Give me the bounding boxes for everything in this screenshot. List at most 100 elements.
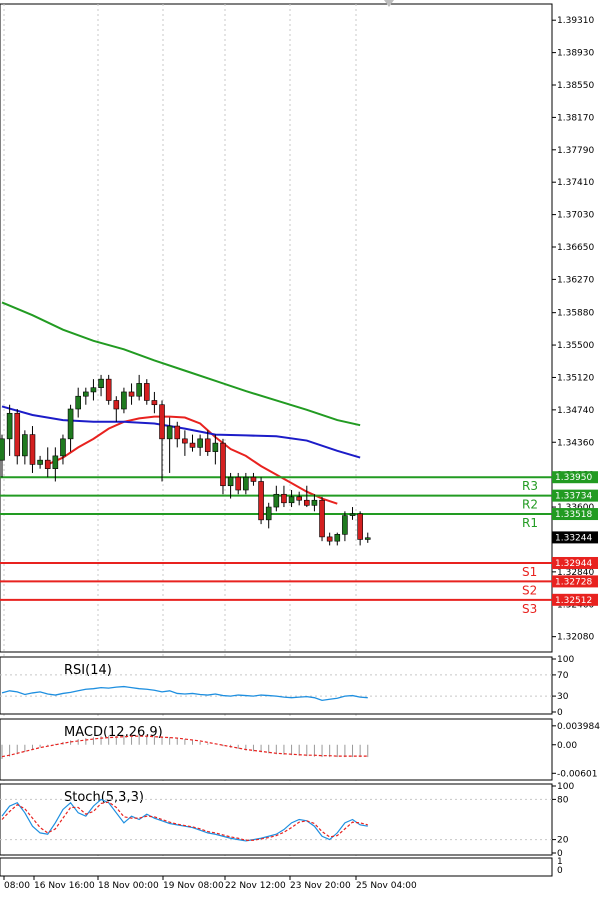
pivot-level-label: S3 bbox=[522, 602, 537, 616]
bullish-candle bbox=[60, 438, 66, 457]
stoch-panel-tick-label: 100 bbox=[557, 782, 574, 792]
bearish-candle bbox=[143, 383, 150, 401]
macd-panel-tick-label: 0.003984 bbox=[557, 722, 600, 732]
empty-panel-tick-label: 1 bbox=[557, 857, 563, 867]
pivot-level-label: R3 bbox=[522, 479, 538, 493]
time-tick-label: 22 Nov 12:00 bbox=[225, 881, 286, 891]
time-tick-label: 18 Nov 00:00 bbox=[98, 881, 159, 891]
empty-indicator-panel bbox=[0, 857, 553, 877]
moving-average-line bbox=[47, 415, 338, 505]
price-tick-label: 1.38930 bbox=[557, 49, 594, 59]
rsi-line bbox=[1, 685, 368, 702]
bearish-candle bbox=[29, 434, 36, 465]
pivot-price-tag-text: 1.33734 bbox=[555, 492, 592, 502]
bearish-candle bbox=[281, 493, 287, 504]
bearish-candle bbox=[235, 476, 242, 491]
rsi-panel-tick-label: 100 bbox=[557, 655, 574, 665]
pivot-level-label: R2 bbox=[522, 498, 538, 512]
bearish-candle bbox=[357, 513, 363, 540]
pivot-price-tag bbox=[552, 556, 598, 569]
bearish-candle bbox=[44, 459, 51, 469]
price-tick-label: 1.35120 bbox=[557, 373, 594, 383]
bearish-candle bbox=[189, 442, 196, 448]
bearish-candle bbox=[258, 481, 264, 521]
time-tick-label: 19 Nov 08:00 bbox=[163, 881, 224, 891]
bearish-candle bbox=[14, 412, 21, 457]
main-panel-frame bbox=[0, 3, 553, 653]
bullish-candle bbox=[311, 499, 318, 506]
macd-panel-tick-label: 0.00 bbox=[557, 741, 577, 751]
bearish-candle bbox=[182, 438, 188, 444]
bearish-candle bbox=[105, 378, 112, 401]
pivot-price-tag-text: 1.32944 bbox=[555, 559, 592, 569]
bullish-candle bbox=[227, 476, 234, 487]
bullish-candle bbox=[75, 395, 81, 410]
price-tick-label: 1.39310 bbox=[557, 16, 594, 26]
bullish-candle bbox=[334, 534, 341, 542]
bullish-candle bbox=[265, 506, 272, 521]
macd-panel-title: MACD(12,26,9) bbox=[64, 725, 163, 740]
rsi-panel-tick-label: 70 bbox=[557, 671, 569, 681]
rsi-panel-title: RSI(14) bbox=[64, 663, 112, 678]
bearish-candle bbox=[250, 476, 257, 482]
stoch-panel-tick-label: 0 bbox=[557, 849, 563, 859]
bearish-candle bbox=[296, 496, 302, 501]
price-tick-label: 1.37030 bbox=[557, 211, 594, 221]
pivot-price-tag bbox=[552, 508, 598, 521]
bullish-candle bbox=[0, 438, 5, 461]
bearish-candle bbox=[326, 536, 333, 542]
price-tick-label: 1.37790 bbox=[557, 146, 594, 156]
pivot-price-tag bbox=[552, 489, 598, 502]
price-tick-label: 1.36270 bbox=[557, 275, 594, 285]
bullish-candle bbox=[6, 412, 13, 440]
rsi-panel-frame bbox=[0, 656, 553, 715]
pivot-price-tag bbox=[552, 575, 598, 588]
current-price-tag-text: 1.33244 bbox=[555, 533, 592, 543]
stoch-line bbox=[1, 801, 368, 841]
bullish-candle bbox=[52, 455, 59, 469]
pivot-price-tag bbox=[552, 593, 598, 606]
bullish-candle bbox=[166, 425, 173, 440]
pivot-price-tag-text: 1.32512 bbox=[555, 596, 592, 606]
chevron-down-icon bbox=[384, 0, 394, 7]
price-tick-label: 1.34740 bbox=[557, 406, 594, 416]
bearish-candle bbox=[159, 404, 165, 440]
pivot-price-tag bbox=[552, 471, 598, 484]
bearish-candle bbox=[151, 400, 158, 406]
bearish-candle bbox=[319, 499, 325, 538]
bullish-candle bbox=[243, 476, 249, 491]
price-tick-label: 1.38170 bbox=[557, 113, 594, 123]
bearish-candle bbox=[220, 442, 226, 487]
pivot-level-label: S1 bbox=[522, 565, 537, 579]
bearish-candle bbox=[113, 400, 120, 410]
bullish-candle bbox=[364, 537, 371, 540]
macd-signal-line bbox=[1, 735, 368, 758]
bullish-candle bbox=[288, 496, 295, 504]
time-tick-label: 08:00 bbox=[4, 881, 30, 891]
stoch-panel-frame bbox=[0, 783, 553, 856]
bearish-candle bbox=[303, 499, 310, 506]
current-price-tag bbox=[552, 531, 598, 544]
bullish-candle bbox=[273, 493, 280, 508]
macd-panel-tick-label: -0.00601 bbox=[557, 769, 597, 779]
price-tick-label: 1.36650 bbox=[557, 243, 594, 253]
stoch-panel-tick-label: 20 bbox=[557, 836, 569, 846]
price-tick-label: 1.35500 bbox=[557, 341, 594, 351]
stoch-panel-title: Stoch(5,3,3) bbox=[64, 790, 144, 805]
empty-panel-tick-label: 0 bbox=[557, 866, 563, 876]
bullish-candle bbox=[349, 513, 356, 516]
bullish-candle bbox=[342, 515, 348, 535]
bullish-candle bbox=[37, 459, 43, 465]
rsi-panel-tick-label: 30 bbox=[557, 692, 569, 702]
pivot-price-tag-text: 1.33950 bbox=[555, 473, 592, 483]
pivot-level-label: S2 bbox=[522, 583, 537, 597]
bullish-candle bbox=[90, 387, 97, 393]
bearish-candle bbox=[174, 425, 181, 440]
pivot-price-tag-text: 1.33518 bbox=[555, 510, 592, 520]
price-tick-label: 1.34360 bbox=[557, 438, 594, 448]
price-tick-label: 1.32080 bbox=[557, 633, 594, 643]
time-tick-label: 23 Nov 20:00 bbox=[290, 881, 351, 891]
bullish-candle bbox=[98, 378, 104, 388]
